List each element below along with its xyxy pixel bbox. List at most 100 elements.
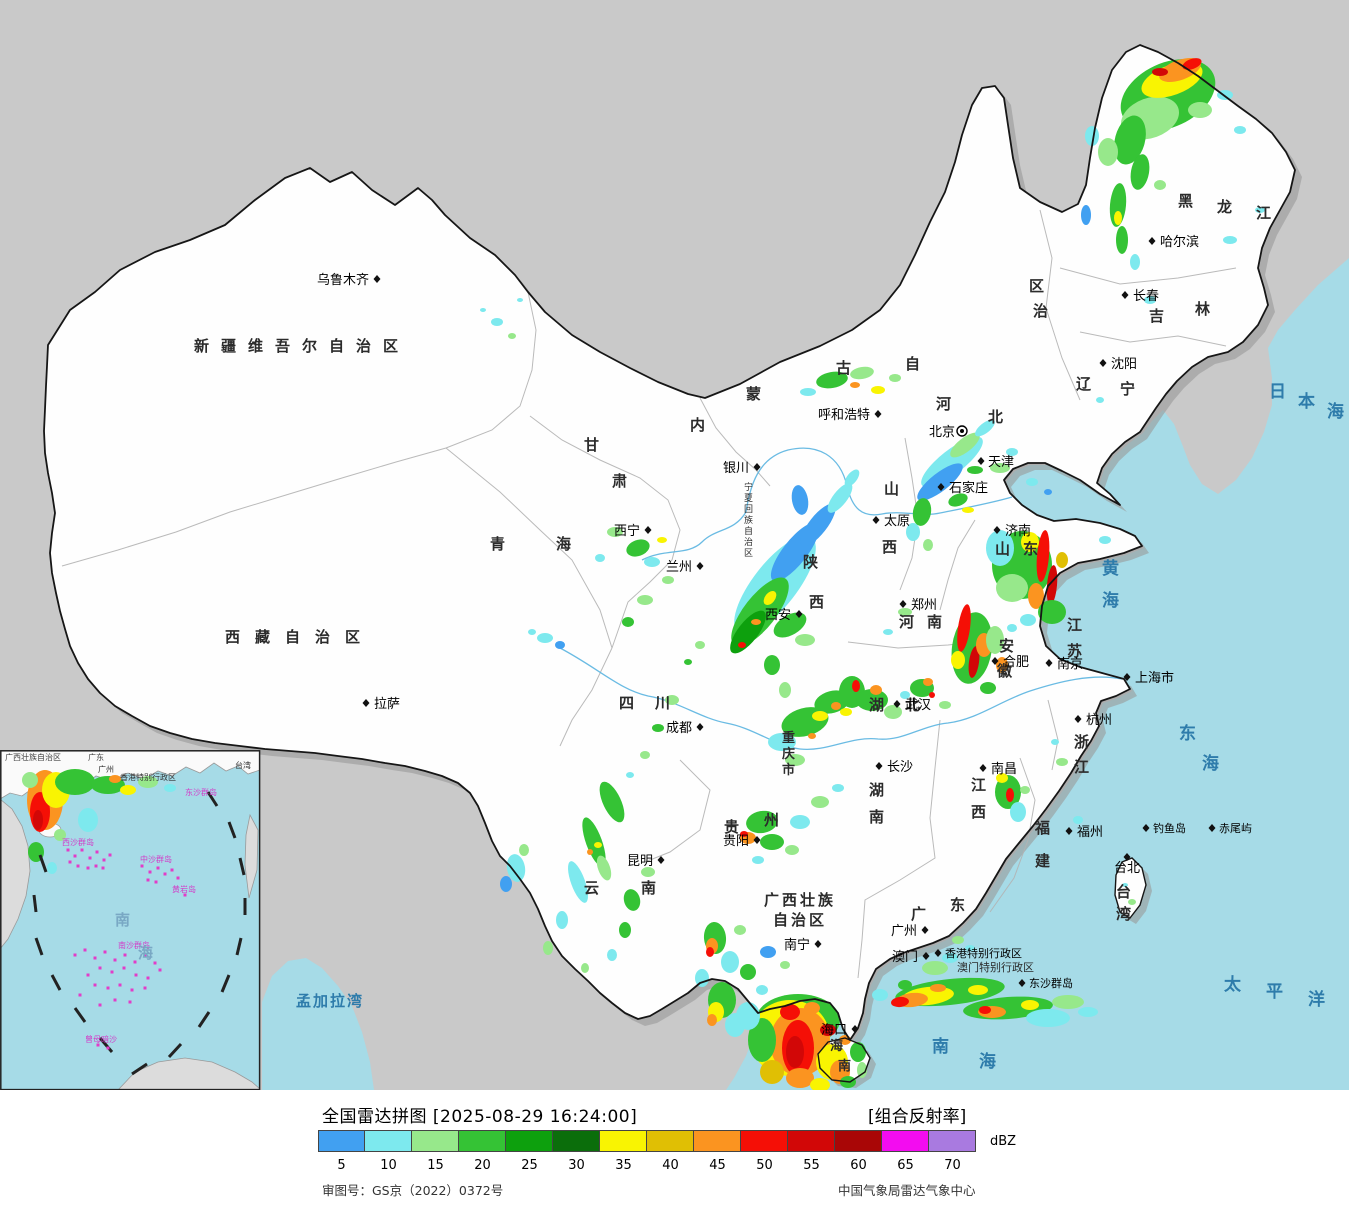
map-label: 新疆维吾尔自治区 [194,337,410,355]
radar-echo [1085,126,1099,146]
city-label: 乌鲁木齐 [317,272,369,288]
radar-echo [33,810,43,830]
map-label: 平 [1266,982,1283,1002]
radar-echo [891,996,909,1008]
radar-echo [599,781,625,823]
city-marker [979,764,987,772]
radar-echo [684,659,692,665]
radar-echo [622,617,634,627]
city-label: 上海市 [1135,670,1174,686]
islet-marker [68,860,72,864]
radar-echo [764,655,780,675]
map-label: 陕 [803,553,818,571]
radar-echo [1010,802,1026,822]
islet-marker [73,854,77,858]
radar-echo [950,432,980,458]
city-marker [362,699,370,707]
map-label: 苏 [1067,642,1082,660]
colorbar-cell-35 [600,1130,647,1152]
radar-echo [923,678,933,686]
colorbar-value: 50 [756,1158,773,1173]
map-label: 日 [1269,382,1286,402]
map-label: 建 [1035,852,1051,870]
city-marker [644,526,652,534]
radar-echo [840,708,852,716]
map-label: 广西壮族自治区 [5,752,61,762]
radar-echo [786,1068,814,1088]
colorbar-cell-5 [318,1130,365,1152]
radar-echo [957,604,971,652]
map-label: 自治区 [773,911,827,929]
map-label: 宁夏回族自治区 [744,481,753,559]
east-sea-area [726,258,1349,1090]
city-marker [991,657,999,665]
radar-echo [22,772,38,788]
city-marker [814,940,822,948]
city-label: 沈阳 [1111,357,1137,372]
islet-marker [146,976,150,980]
map-label: 广东 [88,752,104,762]
radar-echo [517,298,523,302]
radar-echo [952,936,964,944]
city-label: 哈尔滨 [1160,234,1199,250]
radar-echo [1026,478,1038,486]
map-label: 广州 [98,764,114,774]
nine-dash-segment [50,974,62,991]
radar-echo [500,876,512,892]
radar-echo [706,947,714,957]
colorbar-value: 5 [337,1158,346,1173]
radar-echo [808,733,816,739]
radar-echo [1028,583,1044,609]
city-label: 香港特别行政区 [945,946,1022,960]
radar-echo [850,366,874,380]
map-label: 孟加拉湾 [296,992,364,1010]
city-label: 长沙 [887,760,913,775]
radar-echo [1182,58,1202,70]
city-marker [657,856,665,864]
radar-echo [967,466,983,474]
radar-echo [721,951,739,973]
map-label: 东 [1023,540,1038,558]
radar-echo [871,386,885,394]
radar-echo [1036,530,1050,582]
map-label: 江 [1074,758,1089,776]
radar-echo [695,641,705,649]
map-label: 本 [1298,391,1315,412]
city-marker [872,516,880,524]
nine-dash-segment [197,1011,211,1028]
islet-marker [86,866,90,870]
map-label: 北 [905,696,920,714]
city-label: 南昌 [991,761,1017,777]
islet-marker [158,968,162,972]
islet-marker [146,878,150,882]
city-label: 呼和浩特 [818,408,870,423]
map-label: 海 [556,535,571,553]
city-marker [373,275,381,283]
map-label: 四 [619,694,634,712]
radar-echo [47,862,57,874]
inset-nine-dash-line [32,791,247,1076]
radar-echo [1006,788,1014,802]
city-marker [795,610,803,618]
radar-echo [1051,739,1059,745]
map-label: 黄岩岛 [172,884,196,894]
map-approval-number: 审图号：GS京（2022）0372号 [322,1183,504,1198]
radar-echo [900,691,910,699]
city-label: 太原 [884,514,910,529]
sea-layer [262,258,1349,1090]
city-label: 武汉 [905,698,931,713]
radar-echo [1154,180,1166,190]
city-label: 福州 [1077,825,1103,840]
colorbar-value: 10 [380,1158,397,1173]
radar-echo [990,463,1010,473]
radar-echo [1152,68,1168,76]
nine-dash-segment [32,894,38,913]
city-marker [875,762,883,770]
islet-marker [133,960,137,964]
map-label: 江 [971,776,986,794]
islet-marker [96,1043,100,1047]
inset-radar-echoes [22,769,176,874]
radar-echo [1223,236,1237,244]
radar-echo [811,796,829,808]
radar-echo [652,724,664,732]
